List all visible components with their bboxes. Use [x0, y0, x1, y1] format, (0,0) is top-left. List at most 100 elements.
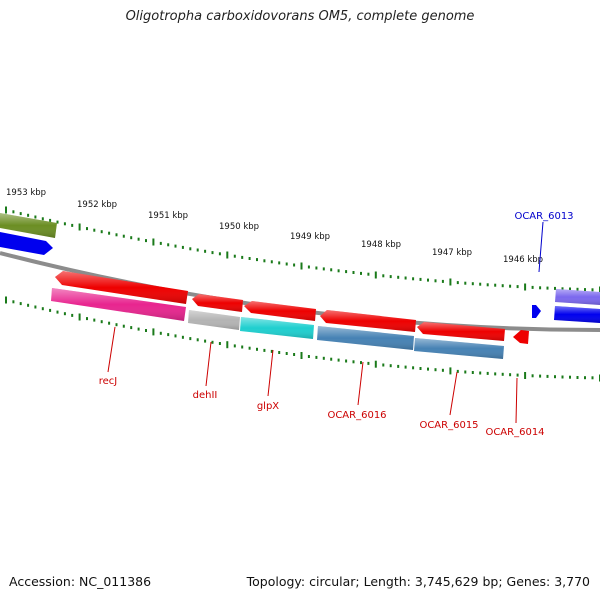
outer-tick-minor	[86, 227, 88, 231]
outer-tick-minor	[479, 282, 482, 286]
inner-tick-minor	[12, 300, 15, 304]
outer-tick-minor	[145, 239, 147, 243]
inner-tick-minor	[569, 375, 571, 379]
outer-tick-minor	[464, 281, 467, 285]
inner-tick-minor	[263, 348, 266, 352]
outer-tick-minor	[130, 236, 133, 240]
scale-label-1948: 1948 kbp	[361, 240, 401, 250]
scale-label-1949: 1949 kbp	[290, 232, 330, 242]
outer-tick-major	[374, 271, 377, 279]
outer-tick-minor	[63, 222, 66, 226]
outer-tick-minor	[248, 257, 251, 260]
inner-tick-minor	[41, 307, 44, 311]
scale-label-1947: 1947 kbp	[432, 248, 472, 258]
outer-tick-minor	[204, 249, 207, 253]
scale-label-1952: 1952 kbp	[77, 200, 117, 210]
inner-tick-minor	[471, 371, 474, 374]
inner-tick-minor	[412, 366, 415, 370]
outer-tick-minor	[108, 231, 111, 235]
outer-tick-minor	[434, 279, 437, 283]
outer-tick-minor	[174, 244, 177, 248]
inner-tick-minor	[554, 375, 556, 379]
outer-tick-minor	[367, 272, 370, 276]
inner-tick-minor	[382, 363, 385, 367]
inner-tick-major	[226, 341, 229, 349]
outer-tick-minor	[516, 285, 519, 289]
outer-tick-minor	[71, 223, 74, 227]
outer-tick-minor	[345, 270, 348, 274]
inner-tick-minor	[108, 321, 111, 325]
genome-summary-text: Topology: circular; Length: 3,745,629 bp…	[246, 574, 590, 589]
inner-tick-major	[449, 367, 452, 375]
gene-ocar6013[interactable]	[532, 305, 541, 318]
leader-lines	[107, 221, 544, 424]
scale-label-1946: 1946 kbp	[503, 255, 543, 265]
inner-tick-minor	[322, 356, 325, 360]
scale-label-1951: 1951 kbp	[148, 211, 188, 221]
label-ocar6013[interactable]: OCAR_6013	[514, 211, 573, 222]
scale-label-1953: 1953 kbp	[6, 188, 46, 198]
inner-tick-minor	[561, 375, 564, 379]
outer-tick-minor	[12, 210, 15, 214]
label-ocar6015[interactable]: OCAR_6015	[419, 420, 478, 431]
outer-tick-minor	[531, 285, 534, 289]
inner-tick-minor	[434, 368, 437, 372]
outer-tick-minor	[569, 287, 571, 291]
outer-tick-minor	[49, 218, 52, 222]
outer-tick-minor	[278, 261, 281, 265]
inner-tick-minor	[591, 376, 594, 380]
outer-tick-minor	[591, 288, 594, 292]
label-ocar6014[interactable]: OCAR_6014	[485, 427, 544, 438]
inner-tick-minor	[34, 305, 37, 309]
inner-tick-minor	[71, 313, 74, 317]
outer-tick-minor	[494, 283, 497, 287]
outer-tick-major	[5, 206, 7, 214]
outer-tick-minor	[501, 284, 504, 288]
outer-tick-minor	[100, 230, 103, 234]
outer-tick-minor	[19, 212, 22, 216]
inner-tick-minor	[63, 312, 66, 316]
inner-tick-minor	[293, 353, 296, 356]
outer-tick-minor	[34, 215, 37, 219]
outer-tick-minor	[576, 287, 579, 291]
inner-tick-minor	[189, 337, 192, 341]
inner-tick-minor	[211, 340, 214, 344]
inner-tick-minor	[479, 371, 482, 375]
inner-tick-minor	[115, 323, 118, 327]
outer-tick-minor	[137, 237, 140, 241]
inner-tick-minor	[539, 374, 542, 378]
inner-tick-minor	[576, 376, 579, 379]
outer-tick-major	[226, 251, 229, 259]
inner-tick-minor	[315, 355, 318, 359]
inner-tick-minor	[204, 339, 207, 343]
inner-tick-minor	[441, 368, 444, 372]
inner-tick-minor	[531, 374, 534, 378]
outer-tick-minor	[322, 267, 325, 271]
feature-blue-left[interactable]	[0, 232, 53, 255]
inner-tick-major	[374, 360, 377, 368]
outer-tick-minor	[218, 252, 221, 256]
outer-tick-minor	[241, 255, 244, 259]
label-glpX[interactable]: glpX	[257, 401, 279, 412]
label-dehII[interactable]: dehII	[193, 390, 218, 401]
outer-tick-minor	[56, 220, 59, 224]
scale-labels: 1953 kbp 1952 kbp 1951 kbp 1950 kbp 1949…	[6, 188, 543, 265]
outer-tick-minor	[233, 254, 236, 258]
label-ocar6016[interactable]: OCAR_6016	[327, 410, 386, 421]
outer-tick-minor	[554, 286, 556, 290]
outer-tick-minor	[404, 276, 407, 280]
inner-tick-minor	[93, 318, 96, 322]
inner-tick-minor	[509, 373, 512, 377]
outer-tick-minor	[293, 263, 296, 267]
inner-tick-minor	[100, 320, 103, 324]
inner-tick-minor	[330, 357, 333, 361]
inner-tick-major	[300, 352, 303, 359]
inner-tick-minor	[456, 369, 459, 373]
outer-tick-minor	[456, 281, 459, 285]
outer-tick-minor	[167, 243, 170, 247]
label-recJ[interactable]: recJ	[99, 376, 118, 387]
gene-ocar6014[interactable]	[513, 330, 529, 344]
outer-tick-minor	[159, 241, 162, 245]
outer-tick-minor	[27, 213, 30, 217]
